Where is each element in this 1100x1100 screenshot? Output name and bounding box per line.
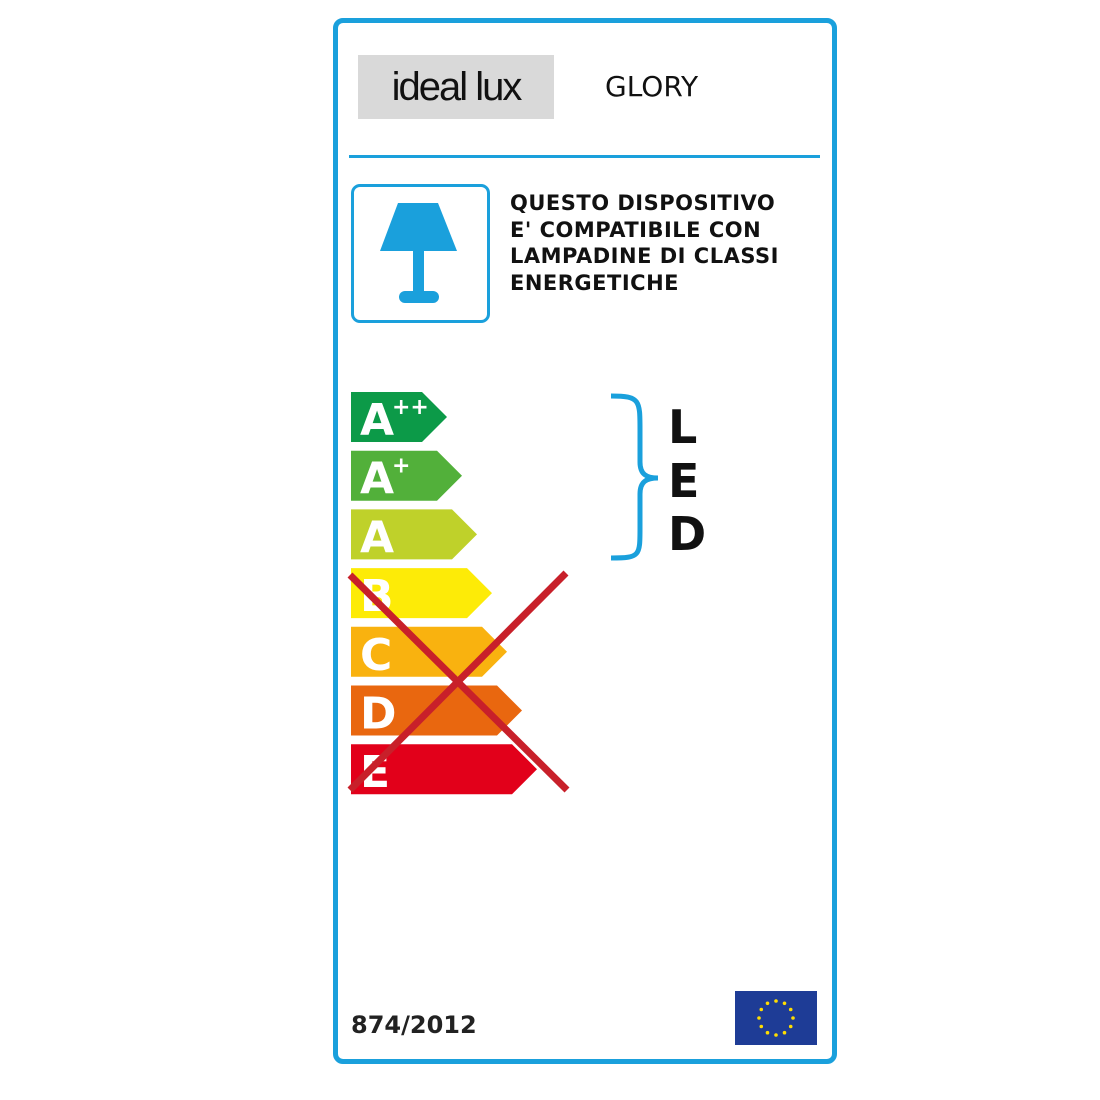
- energy-class-bar: [351, 509, 477, 560]
- star-icon: [774, 1033, 778, 1037]
- led-letter: L: [668, 400, 698, 454]
- eu-flag-icon: [735, 991, 817, 1045]
- energy-class-letter: A: [360, 395, 394, 446]
- energy-class-bar: [351, 685, 522, 736]
- energy-class-d: D: [351, 685, 522, 740]
- energy-class-app: A++: [351, 392, 447, 446]
- star-icon: [774, 999, 778, 1003]
- table-lamp-icon: [351, 184, 490, 323]
- led-letter: E: [668, 454, 700, 508]
- star-icon: [782, 1030, 787, 1035]
- star-icon: [791, 1016, 795, 1020]
- model-name: GLORY: [605, 70, 699, 103]
- energy-class-ap: A+: [351, 450, 462, 505]
- star-icon: [788, 1007, 793, 1012]
- brace-icon: [610, 393, 659, 561]
- compat-line: QUESTO DISPOSITIVO: [510, 191, 776, 215]
- energy-class-bar: [351, 450, 462, 501]
- energy-class-e: E: [351, 744, 537, 798]
- divider: [349, 155, 820, 158]
- brand-logo: ideal lux: [358, 55, 554, 119]
- star-icon: [759, 1024, 764, 1029]
- compatibility-text: QUESTO DISPOSITIVO E' COMPATIBILE CON LA…: [510, 190, 779, 296]
- energy-class-bar: [351, 392, 447, 442]
- energy-label-frame: [333, 18, 837, 1064]
- energy-class-letter: C: [360, 630, 392, 681]
- regulation-number: 874/2012: [351, 1011, 477, 1039]
- energy-class-a: A: [351, 509, 477, 563]
- star-icon: [788, 1024, 793, 1029]
- compat-line: E' COMPATIBILE CON: [510, 217, 762, 242]
- energy-class-letter: A: [360, 454, 394, 505]
- star-icon: [759, 1007, 764, 1012]
- cross-out-line: [347, 570, 569, 793]
- compat-line: ENERGETICHE: [510, 270, 679, 295]
- star-icon: [757, 1016, 761, 1020]
- energy-class-superscript: +: [392, 454, 410, 479]
- compat-line: LAMPADINE DI CLASSI: [510, 244, 779, 268]
- energy-class-letter: D: [360, 689, 397, 740]
- led-letter: D: [668, 507, 707, 561]
- energy-class-superscript: ++: [392, 395, 429, 420]
- energy-class-bar: [351, 568, 492, 619]
- star-icon: [765, 1030, 770, 1035]
- energy-class-letter: A: [360, 512, 394, 563]
- star-icon: [765, 1001, 770, 1006]
- energy-class-bar: [351, 744, 537, 795]
- brand-logo-text: ideal lux: [391, 64, 523, 109]
- star-icon: [782, 1001, 787, 1006]
